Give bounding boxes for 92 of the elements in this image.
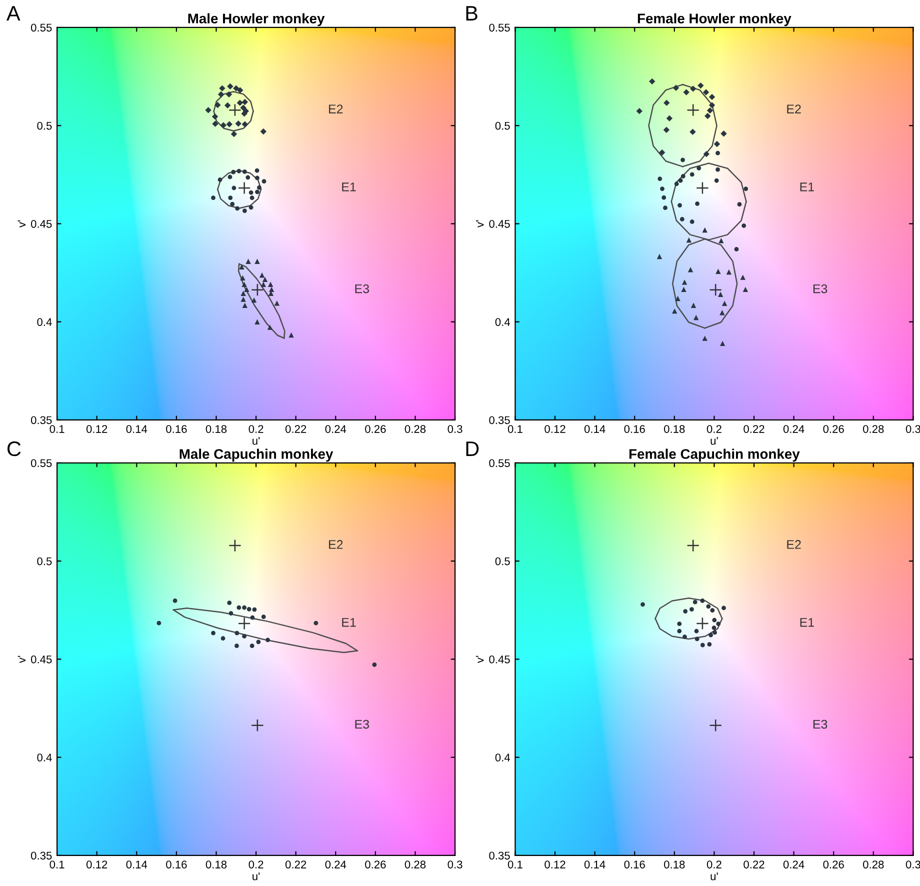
x-tick-label: 0.22 [744, 425, 764, 433]
y-tick-label: 0.45 [489, 220, 510, 228]
y-axis-title: v' [18, 656, 26, 663]
annotation: E2 [329, 540, 343, 549]
x-tick-label: 0.18 [206, 425, 227, 433]
chart-title: Male Howler monkey [188, 13, 325, 26]
annotation: E2 [329, 104, 343, 114]
chart-title: Male Capuchin monkey [180, 448, 334, 462]
x-tick-label: 0.26 [365, 425, 386, 433]
x-tick-label: 0.22 [285, 860, 306, 868]
x-tick-label: 0.3 [448, 860, 462, 868]
x-tick-label: 0.18 [206, 860, 227, 868]
x-tick-label: 0.22 [285, 425, 306, 433]
x-tick-label: 0.14 [584, 860, 606, 868]
x-tick-label: 0.3 [906, 860, 920, 868]
x-tick-label: 0.14 [126, 425, 148, 433]
annotation: E3 [355, 284, 369, 294]
annotation: E1 [342, 618, 356, 627]
y-tick-label: 0.35 [489, 416, 510, 424]
y-tick-label: 0.4 [37, 318, 52, 326]
annotation: E2 [787, 540, 801, 549]
annotation: E3 [355, 720, 369, 729]
x-tick-label: 0.12 [544, 425, 566, 433]
y-tick-label: 0.35 [30, 852, 52, 860]
y-axis-title: v' [18, 220, 26, 228]
text: D [466, 442, 479, 456]
y-tick-label: 0.4 [495, 318, 510, 326]
x-tick-label: 0.28 [863, 860, 884, 868]
y-tick-label: 0.35 [489, 852, 510, 860]
x-tick-label: 0.12 [86, 860, 108, 868]
annotation: E3 [813, 284, 828, 294]
y-axis-title: v' [476, 220, 484, 228]
y-tick-label: 0.55 [30, 459, 52, 468]
x-tick-label: 0.18 [664, 425, 685, 433]
x-tick-label: 0.18 [664, 860, 685, 868]
x-tick-label: 0.1 [508, 860, 522, 868]
x-tick-label: 0.26 [823, 860, 844, 868]
annotation: E1 [800, 182, 814, 192]
x-tick-label: 0.22 [744, 860, 764, 868]
annotation: E1 [342, 182, 356, 192]
y-tick-label: 0.45 [489, 655, 510, 664]
annotation: E3 [813, 720, 828, 729]
y-axis-title: v' [476, 656, 484, 663]
x-tick-label: 0.2 [248, 425, 264, 433]
x-tick-label: 0.28 [404, 425, 426, 433]
chart-title: Female Howler monkey [638, 13, 792, 26]
x-tick-label: 0.26 [823, 425, 844, 433]
y-tick-label: 0.55 [30, 24, 52, 32]
x-tick-label: 0.28 [404, 860, 426, 868]
y-tick-label: 0.5 [37, 122, 52, 130]
x-tick-label: 0.1 [50, 860, 64, 868]
y-tick-label: 0.55 [489, 459, 510, 468]
y-tick-label: 0.55 [489, 24, 510, 32]
x-tick-label: 0.16 [166, 425, 187, 433]
chart-title: Female Capuchin monkey [629, 448, 800, 462]
y-tick-label: 0.45 [30, 220, 52, 228]
x-tick-label: 0.24 [325, 860, 346, 868]
x-tick-label: 0.1 [50, 425, 64, 433]
x-tick-label: 0.14 [584, 425, 606, 433]
x-tick-label: 0.24 [783, 860, 804, 868]
x-axis-title: u' [710, 436, 718, 445]
x-tick-label: 0.3 [906, 425, 920, 433]
x-axis-title: u' [252, 872, 260, 880]
x-tick-label: 0.2 [706, 860, 722, 868]
text: B [466, 6, 478, 20]
y-tick-label: 0.4 [37, 754, 52, 762]
text: A [6, 6, 20, 20]
x-tick-label: 0.2 [248, 860, 264, 868]
y-tick-label: 0.5 [37, 557, 52, 566]
y-tick-label: 0.45 [30, 655, 52, 664]
x-tick-label: 0.12 [86, 425, 108, 433]
x-tick-label: 0.2 [706, 425, 722, 433]
x-tick-label: 0.28 [863, 425, 884, 433]
x-tick-label: 0.16 [166, 860, 187, 868]
text: C [8, 441, 21, 456]
y-tick-label: 0.4 [495, 754, 510, 762]
x-tick-label: 0.16 [624, 425, 645, 433]
x-tick-label: 0.16 [624, 860, 645, 868]
x-tick-label: 0.3 [448, 425, 462, 433]
x-tick-label: 0.1 [508, 425, 522, 433]
x-tick-label: 0.24 [325, 425, 346, 433]
x-tick-label: 0.14 [126, 860, 148, 868]
y-tick-label: 0.5 [495, 557, 510, 566]
x-tick-label: 0.24 [783, 425, 804, 433]
annotation: E1 [800, 618, 814, 627]
y-tick-label: 0.5 [495, 122, 510, 130]
y-tick-label: 0.35 [30, 416, 52, 424]
x-axis-title: u' [710, 872, 718, 880]
x-tick-label: 0.12 [544, 860, 566, 868]
annotation: E2 [787, 104, 801, 114]
x-axis-title: u' [252, 436, 260, 445]
x-tick-label: 0.26 [365, 860, 386, 868]
